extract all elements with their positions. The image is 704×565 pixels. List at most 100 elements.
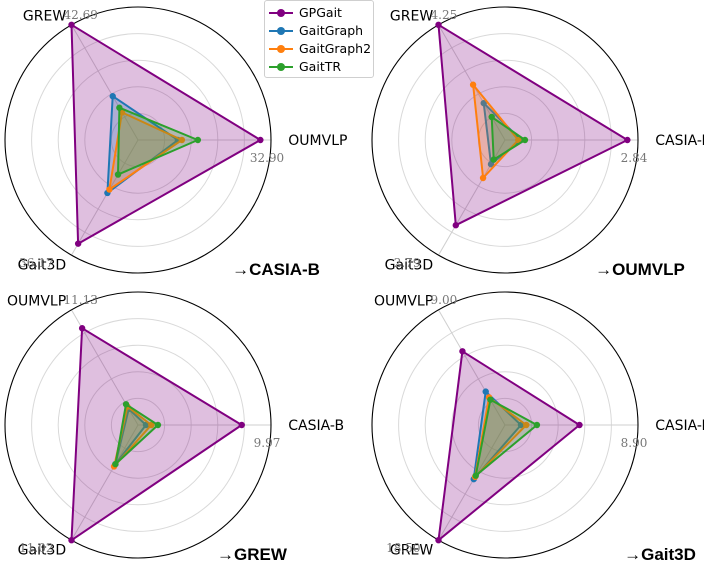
series-gaittr-point (488, 113, 495, 121)
series-gaittr-point (114, 171, 122, 178)
series-gpgait-area (70, 327, 243, 542)
axis-max-label: 11.13 (64, 293, 98, 307)
axis-max-label: 42.69 (64, 8, 98, 22)
legend-label: GaitGraph (299, 23, 364, 38)
legend: GPGait GaitGraph GaitGraph2 GaitTR (264, 0, 374, 78)
outer-frame (4, 291, 272, 559)
series-gaitgraph2-area (472, 83, 520, 179)
axis-label-casia-b: CASIA-B (655, 133, 704, 149)
series-gaittr-area (474, 398, 538, 477)
series-gpgait-point (74, 240, 82, 247)
axis-spoke (71, 24, 139, 141)
axis-max-label: 9.00 (431, 293, 458, 307)
series-gpgait-area (437, 23, 629, 227)
panel-title: →GREW (217, 545, 288, 564)
outer-frame (371, 6, 639, 274)
series-gaitgraph2-point (469, 81, 477, 88)
series-gpgait-point (68, 21, 75, 29)
series-gaitgraph-point (480, 99, 487, 107)
axis-label-gait3d: Gait3D (385, 257, 434, 273)
axis-max-label: 11.02 (19, 541, 53, 555)
axis-spoke (71, 424, 139, 541)
series-gaittr-area (490, 116, 526, 161)
series-gaitgraph-point (482, 388, 489, 395)
series-gaittr-point (521, 136, 529, 144)
axis-label-grew: GREW (390, 542, 433, 558)
legend-label: GaitTR (299, 59, 342, 74)
legend-item-gpgait: GPGait (269, 5, 342, 21)
series-gpgait-point (257, 136, 264, 144)
axis-spoke (71, 139, 139, 256)
outer-frame (371, 291, 639, 559)
axis-label-gait3d: Gait3D (18, 542, 67, 558)
series-gpgait-point (78, 325, 86, 332)
radar-panel-oumvlp: CASIA-B GREW Gait3D 2.84 4.25 2.79 →OUMVLP (371, 6, 704, 279)
axis-label-oumvlp: OUMVLP (7, 294, 66, 310)
legend-swatch (269, 41, 293, 57)
series-gaittr-point (533, 421, 541, 429)
series-gaitgraph-point (109, 93, 116, 100)
axis-label-casia-b: CASIA-B (655, 418, 704, 434)
series-gaitgraph-area (114, 407, 147, 466)
series-gaittr-area (114, 403, 159, 466)
series-gaittr-point (122, 401, 130, 408)
legend-label: GPGait (299, 5, 342, 20)
series-gpgait-point (238, 421, 245, 429)
axis-max-label: 9.97 (254, 436, 281, 450)
axis-label-oumvlp: OUMVLP (374, 294, 433, 310)
series-gpgait-point (435, 536, 442, 544)
series-gpgait-point (624, 136, 631, 144)
legend-item-gaitgraph: GaitGraph (269, 23, 363, 39)
axis-label-gait3d: Gait3D (18, 257, 67, 273)
panel-title: →CASIA-B (232, 260, 320, 279)
axis-spoke (438, 309, 506, 426)
series-gaittr-point (490, 156, 497, 163)
series-gaittr-point (487, 396, 494, 403)
series-gaitgraph2-point (523, 421, 530, 429)
legend-item-gaitgraph2: GaitGraph2 (269, 41, 371, 57)
series-gaitgraph2-point (515, 136, 522, 144)
series-gaitgraph-point (142, 421, 150, 429)
radar-panel-gait3d: CASIA-B OUMVLP GREW 8.90 9.00 18.50 →Gait3D (371, 291, 704, 564)
legend-item-gaittr: GaitTR (269, 59, 341, 75)
axis-max-label: 2.84 (621, 151, 648, 165)
series-gaitgraph2-point (178, 136, 186, 144)
axis-max-label: 8.90 (621, 436, 648, 450)
axis-spoke (438, 424, 506, 541)
series-gaittr-point (194, 136, 202, 144)
panel-title: →Gait3D (624, 545, 696, 564)
series-gpgait-point (452, 222, 459, 229)
axis-max-label: 36.17 (19, 256, 53, 270)
outer-frame (4, 6, 272, 274)
axis-max-label: 2.79 (394, 256, 421, 270)
panel-title: →OUMVLP (595, 260, 685, 279)
axis-label-oumvlp: OUMVLP (288, 133, 347, 149)
series-gpgait-point (435, 21, 442, 29)
axis-max-label: 32.90 (250, 151, 284, 165)
series-gaitgraph2-point (148, 421, 155, 429)
series-gpgait-point (459, 348, 466, 355)
series-gpgait-point (68, 536, 75, 544)
axis-max-label: 18.50 (386, 541, 420, 555)
series-gaittr-point (116, 104, 123, 111)
series-gaittr-area (117, 106, 199, 176)
series-gaittr-point (112, 460, 119, 468)
legend-swatch (269, 5, 293, 21)
series-gpgait-point (576, 421, 583, 429)
legend-swatch (269, 59, 293, 75)
series-gpgait-area (70, 23, 262, 245)
series-gaitgraph2-point (106, 186, 113, 193)
legend-label: GaitGraph2 (299, 41, 372, 56)
axis-max-label: 4.25 (431, 8, 458, 22)
radar-panel-grew: CASIA-B OUMVLP Gait3D 9.97 11.13 11.02 →GREW (4, 291, 344, 564)
axis-label-grew: GREW (23, 9, 66, 25)
series-gpgait-area (437, 350, 581, 542)
axis-label-casia-b: CASIA-B (288, 418, 344, 434)
legend-swatch (269, 23, 293, 39)
series-gaitgraph2-point (479, 174, 487, 182)
series-gaittr-point (154, 421, 162, 429)
axis-label-grew: GREW (390, 9, 433, 25)
radar-panel-casia-b: OUMVLP GREW Gait3D 32.90 42.69 36.17 →CASIA-B (4, 6, 347, 279)
series-gaittr-point (472, 472, 479, 479)
